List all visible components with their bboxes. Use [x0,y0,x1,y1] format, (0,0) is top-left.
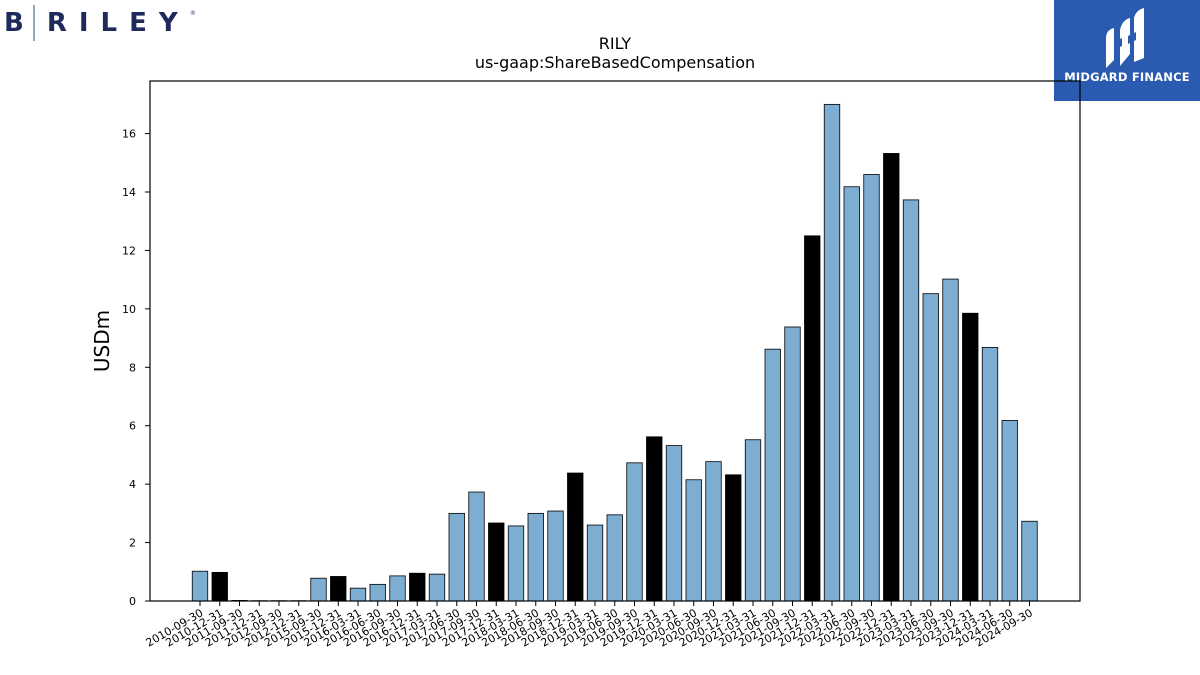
bar-2022-03-31 [823,103,841,602]
logo-name: RILEY [46,8,190,38]
y-tick-label: 4 [129,478,136,491]
bar-2020-03-31 [665,445,683,602]
bar-2015-12-31 [330,576,347,602]
bar-2021-09-30 [784,326,801,602]
bar-2024-03-31 [981,347,999,602]
y-tick-label: 0 [129,595,136,608]
midgard-finance-badge: MIDGARD FINANCE [1054,0,1200,101]
y-tick-label: 12 [122,244,136,257]
bar-2021-03-31 [744,439,762,602]
bar-2024-09-30 [1021,520,1038,602]
x-axis-ticks: 2010-09-302010-12-312011-09-302011-12-31… [144,601,1035,650]
bar-2020-06-30 [685,479,702,602]
bar-2017-06-30 [448,512,465,602]
bar-2019-09-30 [626,462,643,602]
bar-2015-09-30 [310,577,327,602]
chart-subtitle: us-gaap:ShareBasedCompensation [475,53,755,72]
bar-2018-12-31 [567,472,584,602]
y-tick-label: 10 [122,303,136,316]
bar-2016-06-30 [369,583,386,602]
bar-2017-12-31 [488,522,505,602]
bar-2023-03-31 [902,199,920,602]
y-tick-label: 14 [122,186,136,199]
y-tick-label: 6 [129,420,136,433]
bar-2022-12-31 [883,153,900,602]
bar-2021-06-30 [764,348,781,602]
bar-2023-12-31 [962,312,979,602]
bar-2024-06-30 [1001,420,1018,602]
bar-2016-09-30 [389,575,406,602]
y-axis-label: USDm [90,310,114,372]
logo-letter: B [4,8,25,38]
bar-2018-03-31 [507,525,525,602]
bar-2019-06-30 [606,514,623,602]
midgard-m-icon [1106,8,1144,68]
bar-2021-12-31 [804,235,821,602]
bar-2019-03-31 [586,524,604,602]
y-tick-label: 16 [122,128,136,141]
bar-2022-06-30 [843,186,860,602]
y-tick-label: 2 [129,537,136,550]
bar-2010-09-30 [191,570,209,602]
logo-divider [32,5,35,41]
bar-2016-03-31 [349,587,367,602]
bar-2017-03-31 [428,573,446,602]
bar-2020-09-30 [705,461,722,602]
bar-2010-12-31 [211,571,228,602]
bar-2020-12-31 [725,474,742,602]
y-tick-label: 8 [129,361,136,374]
bars [191,103,1038,602]
bar-2019-12-31 [646,436,663,602]
chart-title: RILY [599,34,632,53]
bar-2017-09-30 [468,491,485,602]
bar-2016-12-31 [409,572,426,602]
bar-2018-09-30 [547,510,564,602]
logo-registered-mark: ® [189,10,196,17]
bar-2023-09-30 [942,278,959,602]
y-axis-ticks: 0 2 4 6 8 10 12 14 16 [122,128,150,608]
plot-frame [149,80,1081,602]
bar-2022-09-30 [863,174,880,602]
bar-2018-06-30 [527,512,544,602]
badge-label: MIDGARD FINANCE [1064,70,1190,84]
bar-2023-06-30 [922,293,939,602]
b-riley-logo: B RILEY ® [4,4,196,42]
